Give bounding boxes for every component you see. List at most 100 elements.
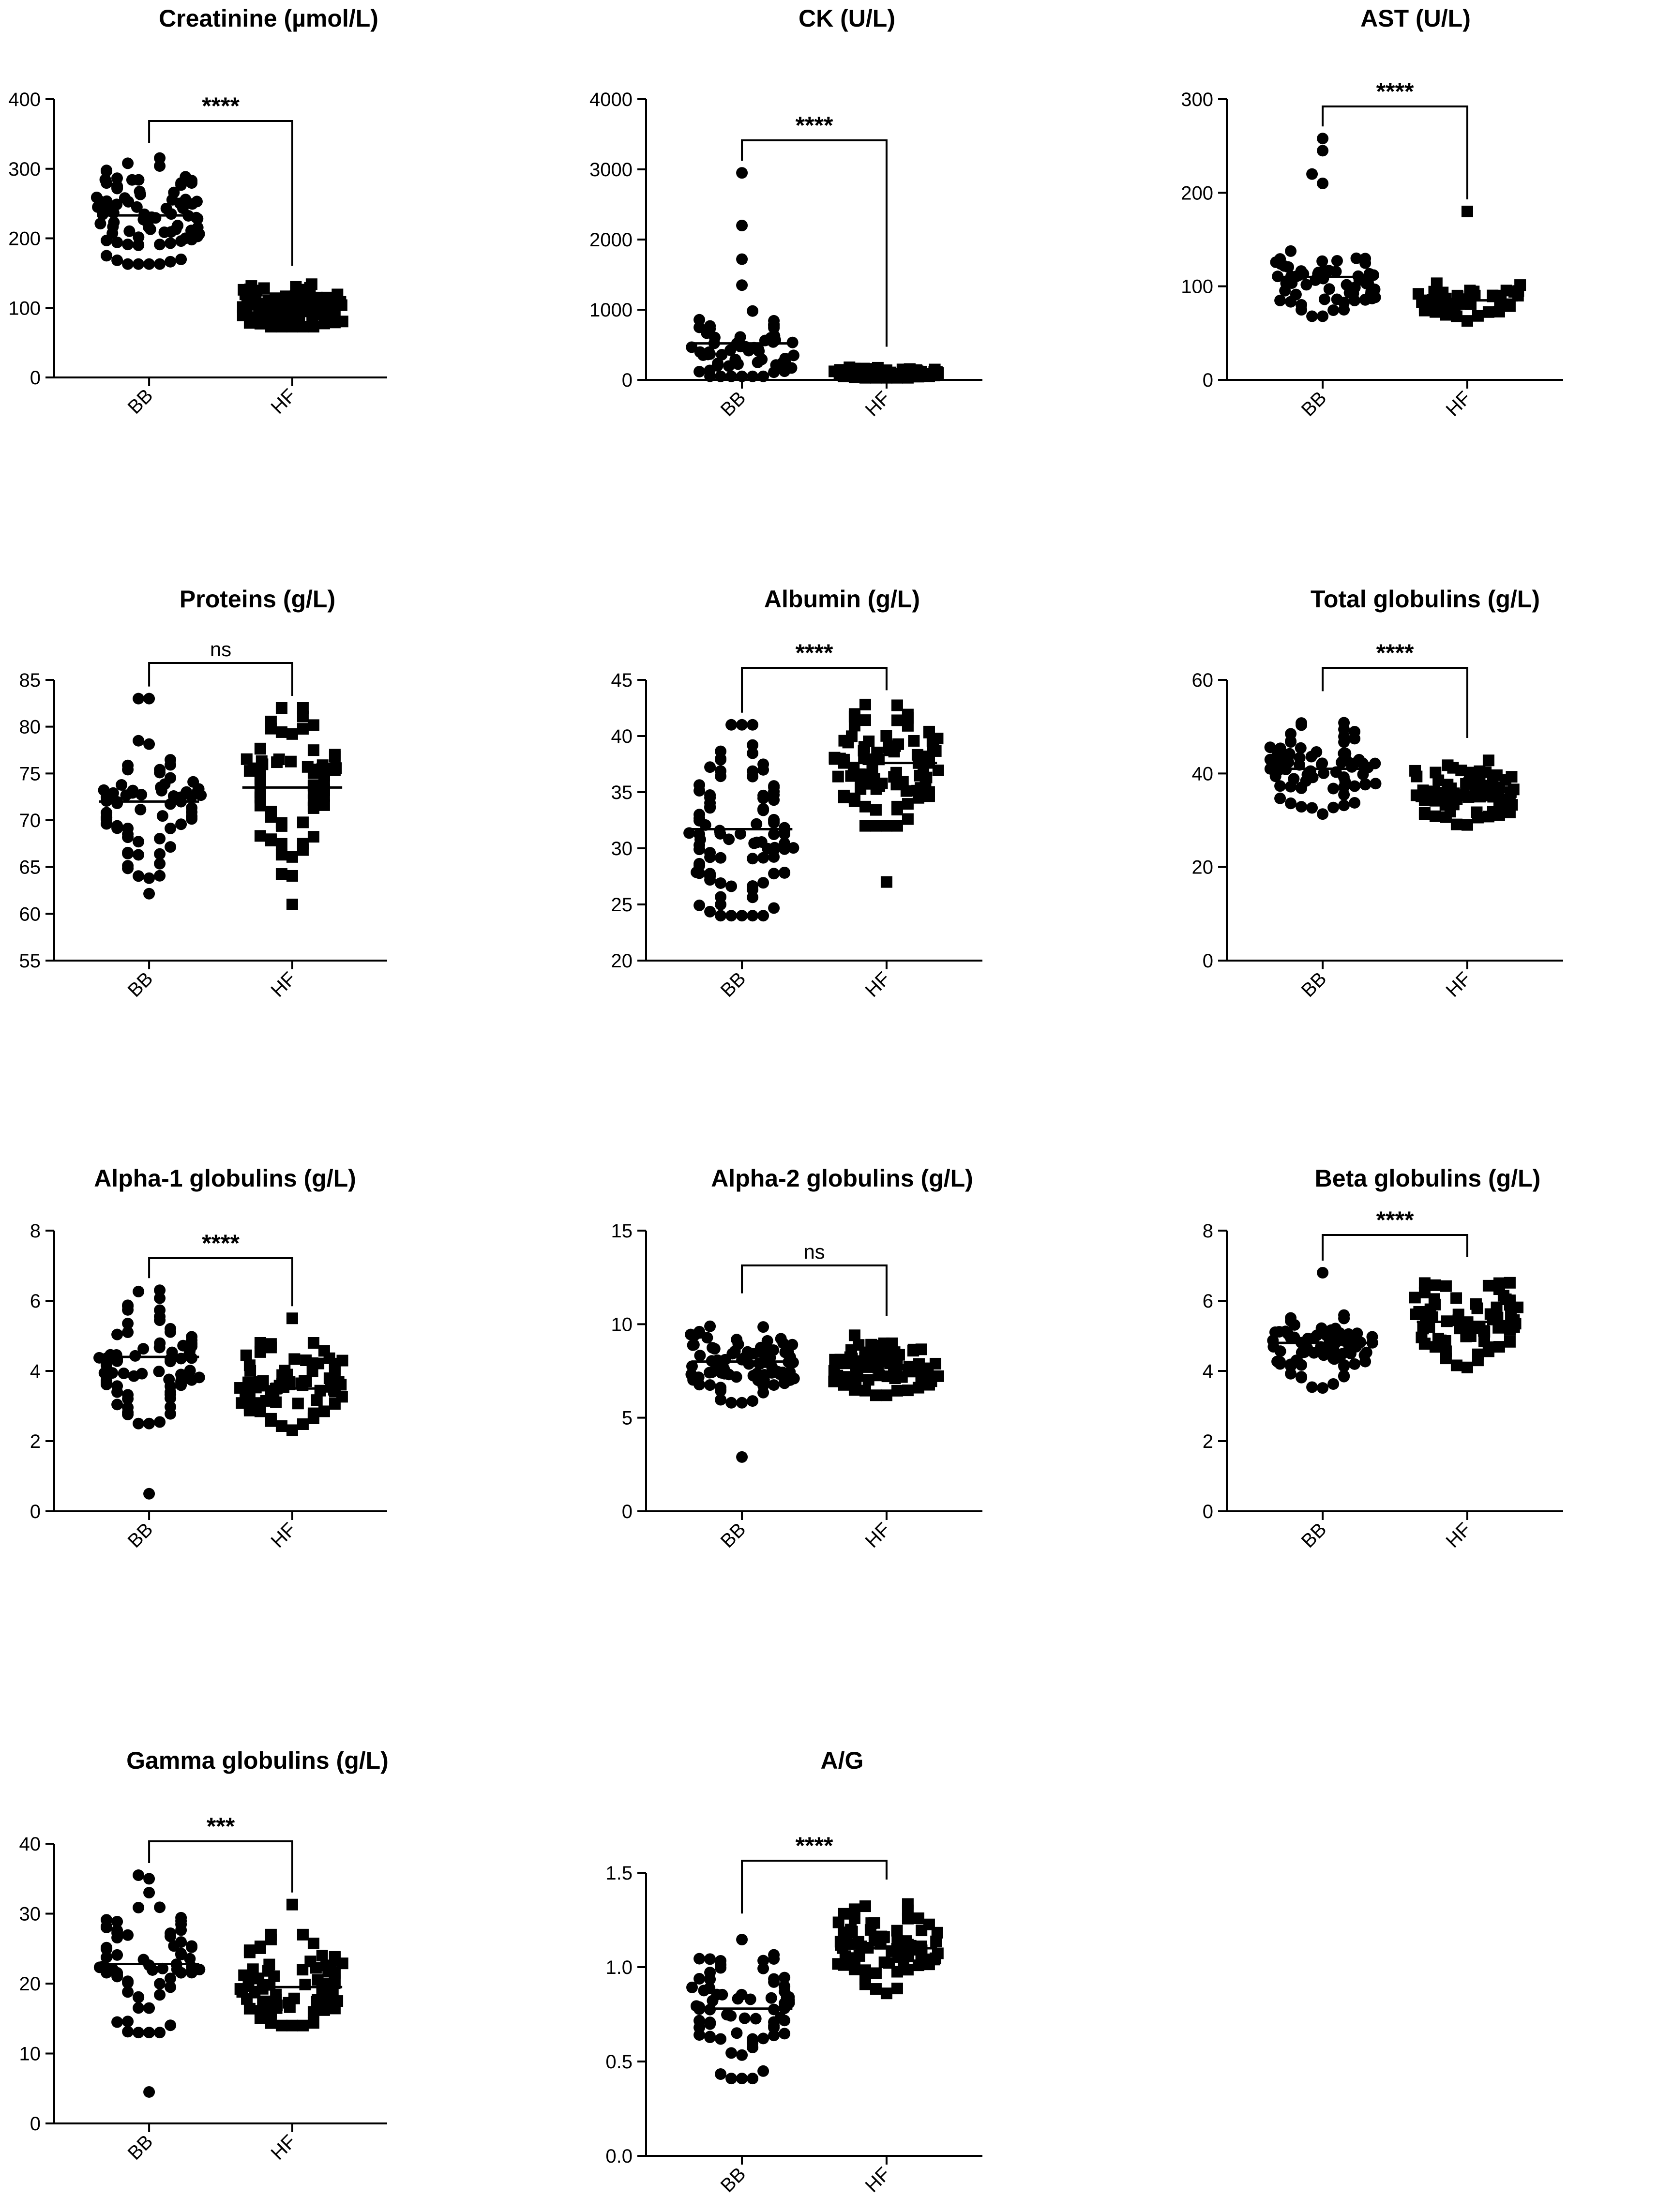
data-point-bb	[704, 2016, 716, 2029]
data-point-bb	[786, 1339, 799, 1351]
data-point-bb	[736, 719, 748, 731]
data-point-hf	[275, 726, 287, 738]
significance-bracket	[148, 1257, 293, 1307]
data-point-hf	[838, 789, 850, 801]
data-point-hf	[1506, 771, 1518, 783]
data-point-bb	[1264, 741, 1276, 753]
data-point-hf	[855, 783, 867, 795]
data-point-hf	[1409, 1292, 1421, 1304]
data-point-bb	[775, 1333, 787, 1345]
significance-label: ****	[1376, 1206, 1414, 1234]
data-point-bb	[704, 761, 716, 773]
data-point-bb	[111, 1915, 123, 1927]
data-point-bb	[175, 1369, 187, 1381]
data-point-bb	[1329, 1323, 1341, 1335]
y-tick-label: 40	[19, 1834, 41, 1855]
data-point-hf	[863, 735, 875, 747]
data-point-bb	[1285, 245, 1297, 257]
data-point-hf	[307, 2017, 319, 2029]
data-point-hf	[891, 1384, 903, 1397]
data-point-bb	[1304, 765, 1316, 777]
data-point-bb	[122, 239, 134, 251]
y-tick-label: 20	[19, 1973, 41, 1995]
data-point-hf	[1442, 759, 1454, 771]
y-tick-label: 4	[30, 1361, 41, 1382]
data-point-bb	[715, 2033, 727, 2045]
data-point-hf	[891, 1983, 903, 1995]
data-point-hf	[1478, 1336, 1491, 1348]
data-point-hf	[307, 1407, 319, 1419]
data-point-hf	[275, 702, 287, 714]
data-point-hf	[299, 1978, 311, 1990]
data-point-bb	[165, 1927, 177, 1940]
data-point-bb	[143, 872, 155, 884]
data-point-hf	[305, 278, 317, 290]
data-point-hf	[1464, 285, 1476, 297]
data-point-hf	[870, 804, 882, 816]
chart-panel-7: Alpha-1 globulins (g/L) 0 2 4 6 8 BB HF ****	[30, 1165, 387, 1552]
x-tick-label-hf: HF	[861, 2163, 894, 2197]
data-point-bb	[175, 1947, 187, 1959]
data-point-hf	[286, 1898, 298, 1911]
data-point-hf	[336, 1354, 348, 1367]
data-point-bb	[1285, 728, 1297, 740]
data-point-bb	[734, 828, 746, 840]
data-point-hf	[1500, 285, 1512, 297]
data-point-hf	[286, 899, 298, 910]
data-point-bb	[101, 250, 113, 262]
data-point-bb	[787, 842, 799, 854]
data-point-hf	[241, 753, 253, 765]
data-point-bb	[768, 902, 780, 914]
data-point-hf	[862, 1374, 874, 1386]
data-point-hf	[286, 1312, 298, 1324]
data-point-bb	[165, 237, 177, 249]
data-point-hf	[286, 1424, 298, 1436]
data-point-bb	[704, 868, 716, 880]
chart-panel-6: Total globulins (g/L) 0 20 40 60 BB HF ****	[1192, 586, 1563, 1001]
data-point-bb	[736, 1934, 748, 1946]
data-point-hf	[870, 1967, 882, 1979]
data-point-bb	[787, 349, 799, 361]
data-point-bb	[1317, 145, 1329, 157]
data-point-hf	[912, 1912, 924, 1925]
data-point-bb	[1317, 1382, 1329, 1394]
data-point-bb	[133, 2002, 145, 2014]
data-point-bb	[757, 370, 769, 382]
data-point-bb	[111, 198, 123, 211]
data-point-bb	[1338, 747, 1350, 759]
chart-title: Proteins (g/L)	[180, 586, 335, 613]
data-point-bb	[123, 225, 136, 237]
y-tick-label: 1000	[589, 300, 633, 321]
data-point-bb	[768, 1949, 780, 1961]
data-point-bb	[165, 1401, 177, 1413]
data-point-bb	[111, 236, 123, 248]
data-point-bb	[693, 809, 706, 821]
chart-panel-3: AST (U/L) 0 100 200 300 BB HF ****	[1181, 5, 1563, 421]
data-point-hf	[1429, 810, 1441, 822]
y-tick-label: 60	[19, 903, 41, 925]
data-point-bb	[193, 1371, 205, 1384]
x-tick-label-hf: HF	[1442, 968, 1475, 1001]
data-point-bb	[133, 258, 145, 270]
data-point-bb	[154, 1337, 166, 1349]
data-point-bb	[133, 870, 145, 882]
data-point-bb	[704, 1967, 716, 1979]
data-point-bb	[1318, 767, 1330, 779]
data-point-hf	[254, 1941, 266, 1953]
data-point-bb	[747, 765, 759, 777]
data-point-bb	[165, 1972, 177, 1985]
data-point-bb	[736, 279, 748, 291]
data-point-hf	[245, 280, 257, 292]
y-tick-label: 100	[8, 298, 41, 319]
data-point-bb	[175, 1936, 187, 1948]
data-point-bb	[154, 832, 166, 844]
data-point-hf	[1471, 806, 1483, 818]
data-point-bb	[716, 349, 728, 361]
data-point-bb	[784, 1366, 796, 1378]
data-point-bb	[757, 2065, 769, 2077]
data-point-bb	[135, 803, 147, 815]
data-point-bb	[712, 358, 724, 370]
data-point-hf	[1504, 1277, 1516, 1289]
chart-title: AST (U/L)	[1360, 5, 1471, 32]
data-point-bb	[99, 174, 111, 186]
